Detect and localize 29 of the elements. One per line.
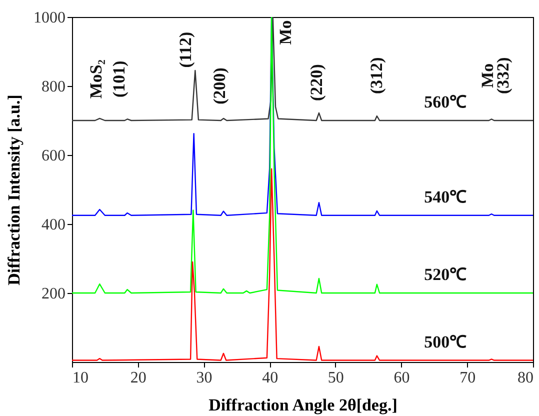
annotation: (112) <box>176 32 195 68</box>
annotation: Mo <box>276 20 296 45</box>
x-tick-label: 20 <box>130 370 146 386</box>
y-tick-label: 200 <box>42 286 66 302</box>
y-tick-label: 600 <box>42 148 66 164</box>
x-tick-label: 60 <box>394 370 410 386</box>
series-label: 540℃ <box>424 187 467 206</box>
x-tick-label: 70 <box>460 370 476 386</box>
annotation: (200) <box>210 68 230 104</box>
series-label: 560℃ <box>424 92 467 112</box>
x-axis-title: Diffraction Angle 2θ[deg.] <box>208 396 398 414</box>
line-series <box>72 17 533 294</box>
y-tick-label: 1000 <box>34 10 66 26</box>
y-tick-label: 800 <box>42 78 66 96</box>
x-tick-label: 30 <box>196 370 212 386</box>
annotation: (312) <box>366 57 386 94</box>
series-label: 520℃ <box>424 265 467 284</box>
annotation: MoS₂ <box>86 60 106 99</box>
annotation: (220) <box>306 64 326 101</box>
series-label: 500℃ <box>424 332 467 352</box>
y-tick-label: 400 <box>42 216 66 234</box>
y-axis-title: Diffraction Intensity [a.u.] <box>4 94 24 286</box>
line-series <box>72 17 533 122</box>
x-tick-label: 40 <box>262 370 278 386</box>
x-tick-label: 80 <box>518 370 534 386</box>
x-tick-label: 10 <box>72 370 88 386</box>
annotation: (101) <box>109 60 128 98</box>
x-tick-label: 50 <box>328 370 344 386</box>
line-series <box>72 168 533 361</box>
